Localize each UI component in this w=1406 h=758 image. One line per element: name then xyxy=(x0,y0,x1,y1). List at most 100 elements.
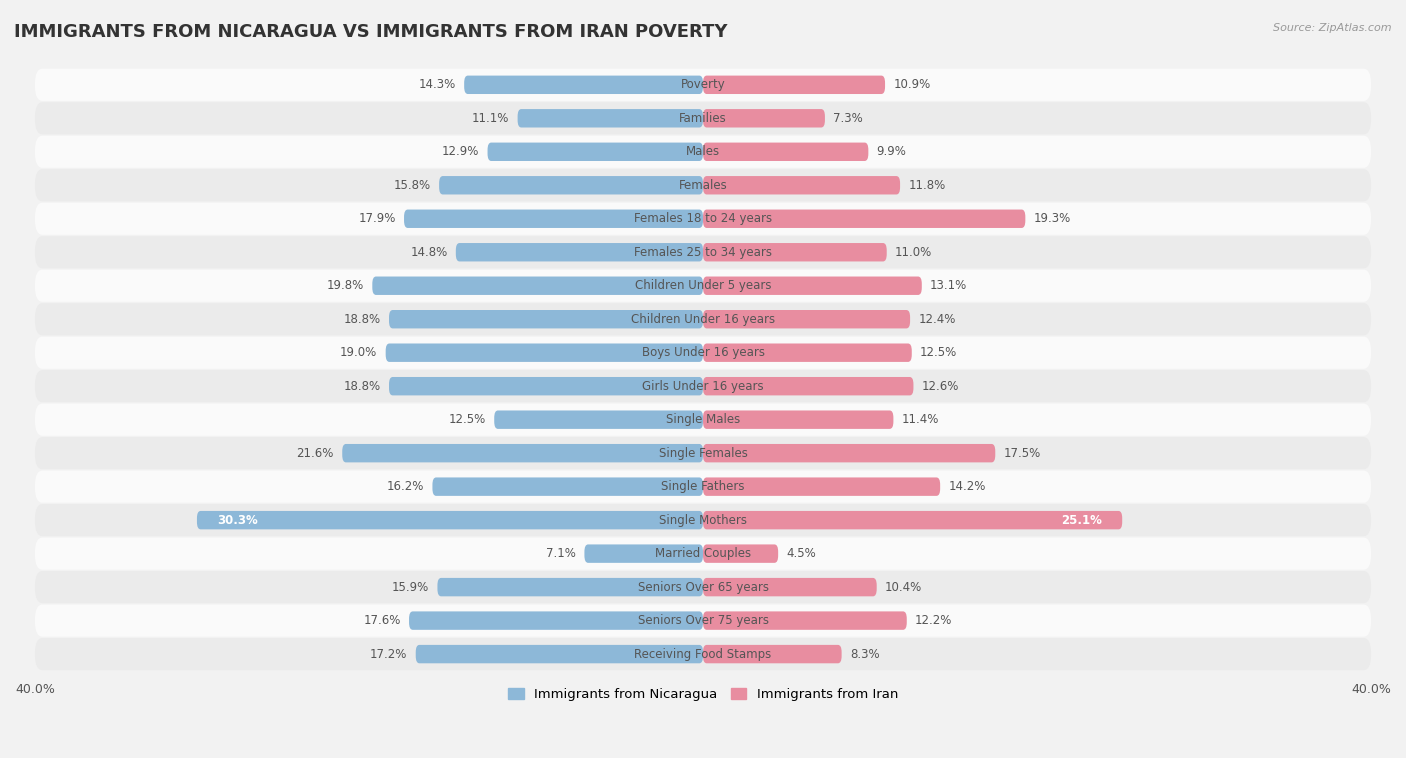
FancyBboxPatch shape xyxy=(433,478,703,496)
Text: 17.5%: 17.5% xyxy=(1004,446,1040,459)
Text: 12.5%: 12.5% xyxy=(920,346,957,359)
FancyBboxPatch shape xyxy=(703,578,877,597)
FancyBboxPatch shape xyxy=(416,645,703,663)
FancyBboxPatch shape xyxy=(703,411,893,429)
Text: IMMIGRANTS FROM NICARAGUA VS IMMIGRANTS FROM IRAN POVERTY: IMMIGRANTS FROM NICARAGUA VS IMMIGRANTS … xyxy=(14,23,727,41)
FancyBboxPatch shape xyxy=(456,243,703,262)
Text: Girls Under 16 years: Girls Under 16 years xyxy=(643,380,763,393)
Text: 10.9%: 10.9% xyxy=(893,78,931,91)
FancyBboxPatch shape xyxy=(35,169,1371,202)
Text: Females 25 to 34 years: Females 25 to 34 years xyxy=(634,246,772,258)
Legend: Immigrants from Nicaragua, Immigrants from Iran: Immigrants from Nicaragua, Immigrants fr… xyxy=(502,683,904,706)
FancyBboxPatch shape xyxy=(35,69,1371,101)
Text: Boys Under 16 years: Boys Under 16 years xyxy=(641,346,765,359)
Text: Married Couples: Married Couples xyxy=(655,547,751,560)
FancyBboxPatch shape xyxy=(703,310,910,328)
Text: Females: Females xyxy=(679,179,727,192)
Text: 30.3%: 30.3% xyxy=(217,514,257,527)
Text: 21.6%: 21.6% xyxy=(297,446,333,459)
FancyBboxPatch shape xyxy=(703,511,1122,529)
Text: 14.2%: 14.2% xyxy=(949,480,986,493)
FancyBboxPatch shape xyxy=(409,612,703,630)
FancyBboxPatch shape xyxy=(35,236,1371,268)
FancyBboxPatch shape xyxy=(35,270,1371,302)
FancyBboxPatch shape xyxy=(35,437,1371,469)
FancyBboxPatch shape xyxy=(464,76,703,94)
FancyBboxPatch shape xyxy=(35,303,1371,335)
Text: 7.3%: 7.3% xyxy=(834,111,863,125)
FancyBboxPatch shape xyxy=(517,109,703,127)
Text: 15.8%: 15.8% xyxy=(394,179,430,192)
FancyBboxPatch shape xyxy=(703,243,887,262)
Text: 15.9%: 15.9% xyxy=(392,581,429,594)
Text: 7.1%: 7.1% xyxy=(546,547,576,560)
Text: Receiving Food Stamps: Receiving Food Stamps xyxy=(634,647,772,661)
FancyBboxPatch shape xyxy=(35,537,1371,570)
Text: 11.8%: 11.8% xyxy=(908,179,946,192)
FancyBboxPatch shape xyxy=(35,337,1371,369)
FancyBboxPatch shape xyxy=(389,310,703,328)
Text: 10.4%: 10.4% xyxy=(884,581,922,594)
FancyBboxPatch shape xyxy=(703,478,941,496)
FancyBboxPatch shape xyxy=(35,202,1371,235)
Text: Single Females: Single Females xyxy=(658,446,748,459)
Text: 17.6%: 17.6% xyxy=(363,614,401,627)
Text: 4.5%: 4.5% xyxy=(786,547,817,560)
FancyBboxPatch shape xyxy=(35,605,1371,637)
FancyBboxPatch shape xyxy=(35,638,1371,670)
FancyBboxPatch shape xyxy=(342,444,703,462)
FancyBboxPatch shape xyxy=(703,377,914,396)
FancyBboxPatch shape xyxy=(703,612,907,630)
FancyBboxPatch shape xyxy=(495,411,703,429)
FancyBboxPatch shape xyxy=(389,377,703,396)
Text: Seniors Over 75 years: Seniors Over 75 years xyxy=(637,614,769,627)
FancyBboxPatch shape xyxy=(35,136,1371,168)
Text: 17.9%: 17.9% xyxy=(359,212,395,225)
FancyBboxPatch shape xyxy=(197,511,703,529)
Text: 18.8%: 18.8% xyxy=(343,313,381,326)
FancyBboxPatch shape xyxy=(703,176,900,195)
FancyBboxPatch shape xyxy=(703,444,995,462)
Text: 12.4%: 12.4% xyxy=(918,313,956,326)
FancyBboxPatch shape xyxy=(703,109,825,127)
FancyBboxPatch shape xyxy=(385,343,703,362)
Text: Poverty: Poverty xyxy=(681,78,725,91)
Text: Children Under 5 years: Children Under 5 years xyxy=(634,279,772,293)
FancyBboxPatch shape xyxy=(404,209,703,228)
Text: 12.6%: 12.6% xyxy=(922,380,959,393)
Text: Seniors Over 65 years: Seniors Over 65 years xyxy=(637,581,769,594)
Text: 11.1%: 11.1% xyxy=(472,111,509,125)
Text: 11.0%: 11.0% xyxy=(896,246,932,258)
Text: 9.9%: 9.9% xyxy=(877,146,907,158)
Text: 18.8%: 18.8% xyxy=(343,380,381,393)
FancyBboxPatch shape xyxy=(703,209,1025,228)
Text: Females 18 to 24 years: Females 18 to 24 years xyxy=(634,212,772,225)
FancyBboxPatch shape xyxy=(703,76,884,94)
Text: 8.3%: 8.3% xyxy=(851,647,880,661)
Text: Single Fathers: Single Fathers xyxy=(661,480,745,493)
FancyBboxPatch shape xyxy=(488,143,703,161)
Text: 19.0%: 19.0% xyxy=(340,346,377,359)
Text: 14.8%: 14.8% xyxy=(411,246,447,258)
FancyBboxPatch shape xyxy=(35,471,1371,503)
FancyBboxPatch shape xyxy=(585,544,703,563)
Text: 19.3%: 19.3% xyxy=(1033,212,1071,225)
Text: Males: Males xyxy=(686,146,720,158)
FancyBboxPatch shape xyxy=(703,343,911,362)
Text: 25.1%: 25.1% xyxy=(1062,514,1102,527)
Text: Single Males: Single Males xyxy=(666,413,740,426)
Text: 12.9%: 12.9% xyxy=(441,146,479,158)
Text: Children Under 16 years: Children Under 16 years xyxy=(631,313,775,326)
FancyBboxPatch shape xyxy=(703,277,922,295)
FancyBboxPatch shape xyxy=(35,571,1371,603)
Text: 16.2%: 16.2% xyxy=(387,480,425,493)
Text: 17.2%: 17.2% xyxy=(370,647,408,661)
Text: 13.1%: 13.1% xyxy=(931,279,967,293)
FancyBboxPatch shape xyxy=(35,504,1371,536)
Text: Source: ZipAtlas.com: Source: ZipAtlas.com xyxy=(1274,23,1392,33)
FancyBboxPatch shape xyxy=(373,277,703,295)
FancyBboxPatch shape xyxy=(35,370,1371,402)
FancyBboxPatch shape xyxy=(703,544,778,563)
Text: Families: Families xyxy=(679,111,727,125)
Text: 19.8%: 19.8% xyxy=(326,279,364,293)
